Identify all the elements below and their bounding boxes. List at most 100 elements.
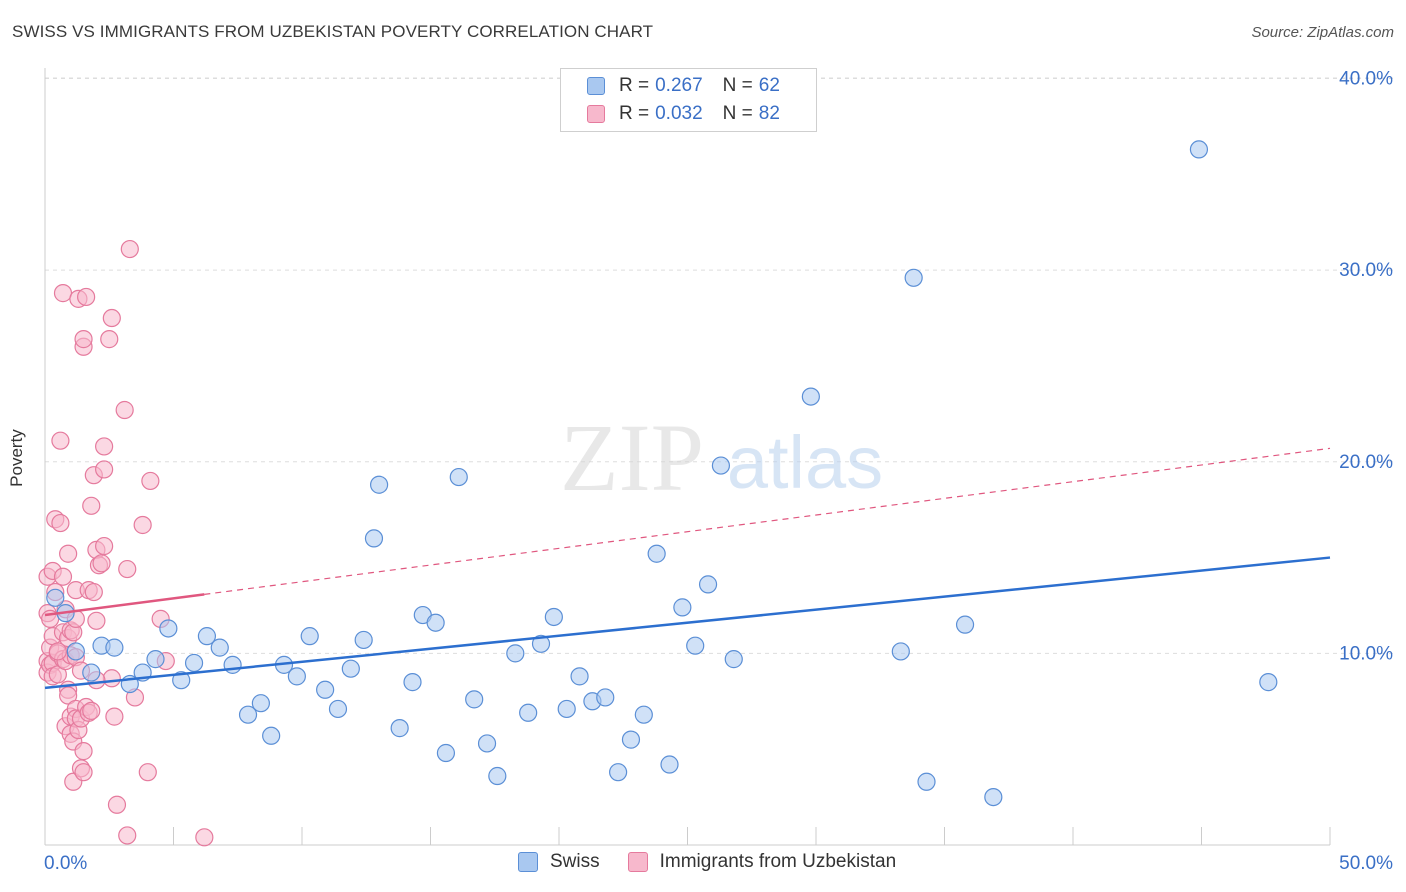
swiss-point: [197, 627, 217, 646]
swiss-point: [891, 642, 910, 661]
uzbekistan-point: [107, 795, 127, 814]
uzbekistan-point: [84, 582, 103, 602]
swiss-point: [449, 467, 468, 487]
swiss-point: [316, 680, 335, 699]
legend-r-label: R =: [619, 103, 650, 124]
uzbekistan-point: [82, 701, 101, 720]
source-label: Source: ZipAtlas.com: [1251, 24, 1394, 41]
uzbekistan-point: [77, 287, 96, 307]
watermark-zip: ZIP: [560, 404, 704, 511]
swiss-point: [300, 627, 319, 646]
swiss-point: [506, 644, 525, 663]
uzbekistan-point: [133, 515, 152, 535]
legend-n-value-uzbekistan: 82: [758, 103, 780, 124]
uzbekistan-swatch: [627, 852, 648, 872]
uzbekistan-point: [95, 536, 114, 556]
swiss-point: [698, 575, 718, 594]
swiss-swatch: [587, 77, 605, 95]
uzbekistan-swatch: [587, 105, 605, 123]
swiss-point: [426, 613, 445, 632]
swiss-point: [159, 619, 178, 638]
swiss-point: [210, 638, 229, 657]
swiss-point: [146, 650, 165, 669]
swiss-point: [557, 699, 576, 719]
uzbekistan-point: [95, 460, 114, 479]
swiss-point: [341, 659, 360, 678]
uzbekistan-point: [48, 642, 67, 661]
bottom-legend-swiss-label: Swiss: [550, 851, 600, 872]
uzbekistan-point: [74, 763, 93, 782]
swiss-point: [609, 763, 628, 782]
swiss-point: [328, 699, 348, 719]
swiss-point: [82, 663, 101, 682]
swiss-point: [634, 705, 653, 724]
swiss-point: [904, 268, 923, 287]
uzbekistan-point: [100, 330, 119, 349]
uzbekistan-point: [51, 431, 70, 450]
bottom-legend-uzbekistan-label: Immigrants from Uzbekistan: [659, 851, 897, 872]
tick-labels: 10.0% 20.0% 30.0% 40.0% 0.0% 50.0%: [44, 69, 1393, 875]
swiss-point: [917, 772, 936, 791]
swiss-point: [955, 615, 975, 634]
uzbekistan-point: [102, 669, 121, 688]
swiss-trend-line: [44, 556, 1331, 690]
swiss-point: [287, 667, 306, 686]
y-tick-label: 30.0%: [1339, 260, 1393, 281]
swiss-point: [66, 642, 85, 661]
swiss-point: [251, 694, 270, 713]
swiss-point: [660, 755, 679, 774]
uzbekistan-point: [53, 284, 73, 303]
uzbekistan-point: [118, 559, 137, 579]
swiss-point: [223, 655, 242, 674]
uzbekistan-point: [115, 400, 134, 420]
swiss-point: [1189, 140, 1209, 159]
uzbekistan-point: [53, 567, 73, 586]
uzbekistan-point: [195, 828, 214, 847]
swiss-point: [354, 630, 373, 650]
x-tick-label-min: 0.0%: [44, 853, 87, 874]
watermark-atlas: atlas: [727, 421, 883, 504]
swiss-point: [105, 638, 124, 657]
legend-n-value-swiss: 62: [758, 75, 780, 96]
swiss-point: [673, 598, 692, 617]
chart-title: SWISS VS IMMIGRANTS FROM UZBEKISTAN POVE…: [12, 22, 654, 41]
uzbekistan-point: [51, 513, 70, 533]
swiss-point: [390, 719, 409, 738]
legend-row-swiss: R = 0.267 N = 62: [587, 74, 780, 98]
y-tick-label: 40.0%: [1339, 69, 1393, 90]
bottom-legend-uzbekistan: Immigrants from Uzbekistan: [627, 851, 897, 873]
swiss-point: [801, 387, 820, 406]
swiss-point: [238, 705, 258, 724]
legend-n-label: N =: [722, 75, 753, 96]
legend-box: R = 0.267 N = 62 R = 0.032 N = 82: [560, 68, 817, 132]
uzbekistan-point: [59, 686, 78, 705]
uzbekistan-point: [138, 763, 157, 782]
swiss-point: [1259, 673, 1278, 692]
legend-r-label: R =: [619, 75, 650, 96]
uzbekistan-point: [59, 544, 78, 563]
legend-n-label: N =: [722, 103, 753, 124]
swiss-points: [46, 140, 1278, 807]
swiss-point: [544, 607, 563, 627]
swiss-point: [570, 667, 589, 686]
swiss-point: [46, 588, 65, 607]
swiss-point: [984, 787, 1003, 807]
x-tick-label-max: 50.0%: [1339, 853, 1393, 874]
uzbekistan-point: [74, 742, 93, 761]
grid-lines: [45, 77, 1395, 654]
axes: [44, 68, 1331, 846]
swiss-point: [724, 650, 743, 669]
uzbekistan-point: [87, 611, 106, 630]
swiss-point: [519, 703, 538, 722]
swiss-point: [647, 544, 666, 563]
legend-r-value-swiss: 0.267: [655, 75, 703, 96]
uzbekistan-point: [95, 437, 114, 456]
swiss-point: [488, 766, 507, 786]
trend-lines: [44, 447, 1331, 690]
swiss-point: [621, 730, 641, 749]
y-tick-label: 20.0%: [1339, 452, 1393, 473]
uzbekistan-trend-line-dashed: [204, 447, 1331, 595]
uzbekistan-point: [105, 707, 124, 726]
swiss-point: [711, 456, 731, 475]
